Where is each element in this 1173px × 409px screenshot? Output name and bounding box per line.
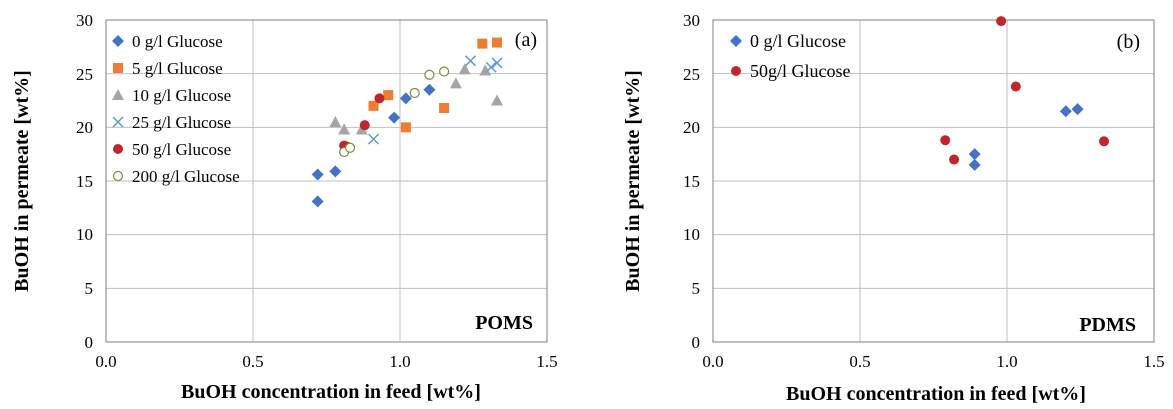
data-point xyxy=(399,92,412,105)
y-tick-label: 10 xyxy=(683,225,700,244)
legend-label: 50g/l Glucose xyxy=(750,61,851,81)
legend-marker-icon xyxy=(113,63,123,73)
data-point xyxy=(374,93,385,104)
data-point xyxy=(409,87,420,99)
data-point xyxy=(388,111,401,124)
legend-label: 5 g/l Glucose xyxy=(132,59,223,78)
y-tick-label: 25 xyxy=(76,65,93,84)
panel-a-grid xyxy=(106,20,547,342)
panel-label: (b) xyxy=(1117,31,1140,53)
panel-b-legend: 0 g/l Glucose 50g/l Glucose xyxy=(730,31,851,81)
panel-b-grid xyxy=(713,20,1154,342)
x-tick-label: 0.0 xyxy=(95,352,116,371)
data-point xyxy=(491,94,504,106)
legend-label: 10 g/l Glucose xyxy=(132,86,231,105)
data-point xyxy=(1059,105,1072,118)
data-point xyxy=(359,120,370,131)
x-tick-label: 1.5 xyxy=(1143,352,1164,371)
x-tick-label: 1.0 xyxy=(389,352,410,371)
panel-a-data-points xyxy=(311,37,504,208)
legend-marker-icon xyxy=(112,116,124,128)
membrane-label: POMS xyxy=(475,312,533,334)
data-point xyxy=(458,63,471,75)
x-tick-label: 0.5 xyxy=(849,352,870,371)
data-point xyxy=(329,115,342,127)
y-tick-label: 30 xyxy=(683,11,700,30)
data-point xyxy=(949,154,960,165)
y-tick-label: 20 xyxy=(76,118,93,137)
x-tick-label: 1.0 xyxy=(996,352,1017,371)
data-point xyxy=(383,90,394,101)
y-tick-label: 25 xyxy=(683,65,700,84)
panel-b-x-tick-labels: 0.0 0.5 1.0 1.5 xyxy=(702,352,1164,371)
y-tick-label: 30 xyxy=(76,11,93,30)
data-point xyxy=(329,165,342,178)
data-point xyxy=(424,69,435,80)
data-point xyxy=(485,61,497,73)
panel-b: 0 5 10 15 20 25 30 0.0 0.5 1.0 1.5 BuOH … xyxy=(622,11,1165,405)
data-point xyxy=(400,122,411,133)
legend-marker-icon xyxy=(731,66,741,76)
legend-marker-icon xyxy=(112,35,124,47)
panel-a: 0 5 10 15 20 25 30 0.0 0.5 1.0 1.5 BuOH … xyxy=(11,11,558,403)
data-point xyxy=(423,83,436,96)
legend-marker-icon xyxy=(112,89,124,100)
legend-label: 25 g/l Glucose xyxy=(132,113,231,132)
data-point xyxy=(1010,81,1021,92)
panel-a-plot-area xyxy=(105,19,548,343)
y-tick-label: 15 xyxy=(683,172,700,191)
x-axis-title: BuOH concentration in feed [wt%] xyxy=(786,383,1086,405)
data-point xyxy=(311,168,324,181)
y-tick-label: 5 xyxy=(85,279,94,298)
panel-a-y-tick-labels: 0 5 10 15 20 25 30 xyxy=(76,11,93,352)
data-point xyxy=(449,77,462,89)
data-point xyxy=(491,57,503,69)
panel-a-x-tick-labels: 0.0 0.5 1.0 1.5 xyxy=(95,352,557,371)
data-point xyxy=(492,37,503,48)
y-tick-label: 0 xyxy=(692,333,701,352)
legend-label: 0 g/l Glucose xyxy=(132,32,223,51)
x-axis-title: BuOH concentration in feed [wt%] xyxy=(181,381,481,403)
data-point xyxy=(1071,103,1084,116)
x-tick-label: 1.5 xyxy=(536,352,557,371)
legend-label: 200 g/l Glucose xyxy=(132,167,240,186)
panel-label: (a) xyxy=(515,29,537,51)
data-point xyxy=(439,66,450,77)
data-point xyxy=(344,142,356,153)
data-point xyxy=(940,135,951,146)
y-tick-label: 15 xyxy=(76,172,93,191)
legend-label: 0 g/l Glucose xyxy=(750,31,846,51)
y-tick-label: 5 xyxy=(692,279,701,298)
y-tick-label: 20 xyxy=(683,118,700,137)
data-point xyxy=(968,148,981,161)
panel-b-y-tick-labels: 0 5 10 15 20 25 30 xyxy=(683,11,700,352)
data-point xyxy=(439,103,450,114)
panel-b-data-points xyxy=(940,16,1110,171)
data-point xyxy=(1099,136,1110,147)
x-tick-label: 0.0 xyxy=(702,352,723,371)
legend-marker-icon xyxy=(730,35,742,47)
x-tick-label: 0.5 xyxy=(242,352,263,371)
data-point xyxy=(311,195,324,208)
panel-a-legend: 0 g/l Glucose 5 g/l Glucose 10 g/l Glucose… xyxy=(112,32,240,186)
data-point xyxy=(996,16,1007,27)
legend-marker-icon xyxy=(112,170,124,182)
data-point xyxy=(968,158,981,171)
y-tick-label: 0 xyxy=(85,333,94,352)
data-point xyxy=(479,64,492,76)
y-axis-title: BuOH in permeate [wt%] xyxy=(622,70,644,292)
data-point xyxy=(368,133,380,145)
data-point xyxy=(338,123,351,135)
membrane-label: PDMS xyxy=(1079,314,1136,336)
data-point xyxy=(477,38,488,49)
y-tick-label: 10 xyxy=(76,225,93,244)
legend-marker-icon xyxy=(113,144,123,154)
panel-b-plot-area xyxy=(712,19,1155,343)
y-axis-title: BuOH in permeate [wt%] xyxy=(11,70,33,292)
data-point xyxy=(368,100,379,111)
legend-label: 50 g/l Glucose xyxy=(132,140,231,159)
data-point xyxy=(465,55,477,67)
